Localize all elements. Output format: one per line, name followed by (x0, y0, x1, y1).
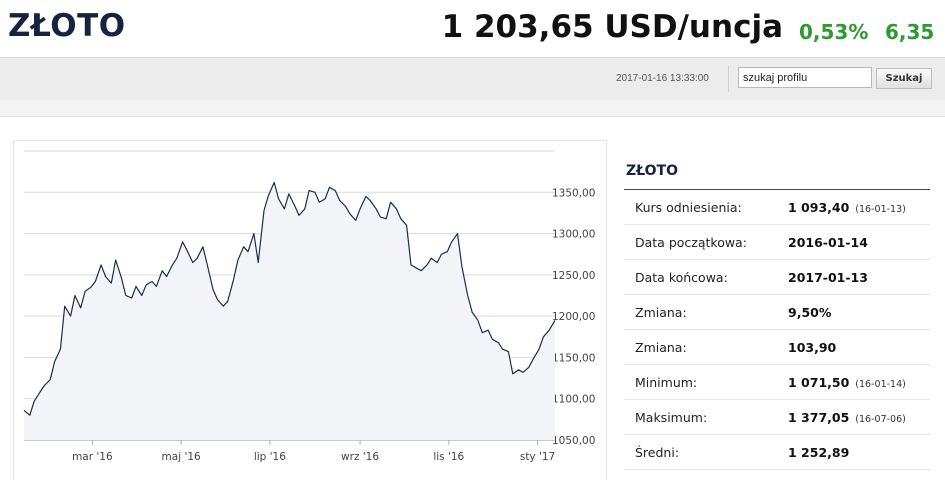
stats-value-date: (16-07-06) (855, 414, 906, 425)
stats-label: Data końcowa: (635, 270, 728, 285)
x-tick-label: wrz '16 (341, 451, 379, 463)
stats-label: Średni: (635, 445, 680, 460)
x-tick-label: mar '16 (72, 451, 113, 463)
section-gap (0, 100, 945, 116)
y-tick-label: 1250,00 (552, 270, 595, 282)
quote-timestamp: 2017-01-16 13:33:00 (616, 73, 709, 84)
x-tick-label: sty '17 (520, 451, 555, 463)
y-tick-label: 1200,00 (552, 311, 595, 323)
y-tick-label: 1350,00 (552, 187, 595, 199)
x-tick-label: maj '16 (162, 451, 201, 463)
stats-label: Maksimum: (635, 410, 708, 425)
stats-row: Minimum: 1 071,50 (16-01-14) (624, 365, 930, 400)
stats-value-date: (16-01-13) (855, 204, 906, 215)
stats-value: 1 252,89 (788, 445, 849, 460)
info-bar: 2017-01-16 13:33:00 Szukaj (0, 57, 945, 100)
stats-label: Minimum: (635, 375, 698, 390)
series-area (24, 182, 555, 440)
stats-table: Kurs odniesienia: 1 093,40 (16-01-13) Data … (624, 190, 930, 470)
search-button[interactable]: Szukaj (876, 68, 932, 89)
stats-value-number: 2017-01-13 (788, 270, 868, 285)
stats-value: 1 377,05 (16-07-06) (788, 410, 906, 425)
divider (728, 66, 729, 92)
stats-title-rule (624, 189, 930, 190)
stats-row: Zmiana: 9,50% (624, 295, 930, 330)
y-tick-label: 1300,00 (552, 229, 595, 241)
y-tick-label: 1050,00 (552, 435, 595, 447)
stats-value-number: 1 093,40 (788, 200, 850, 215)
x-tick-label: lis '16 (433, 451, 464, 463)
stats-value-date: (16-01-14) (855, 379, 906, 390)
y-tick-label: 1100,00 (552, 394, 595, 406)
stats-row: Data początkowa: 2016-01-14 (624, 225, 930, 260)
stats-value-number: 9,50% (788, 305, 832, 320)
stats-row: Kurs odniesienia: 1 093,40 (16-01-13) (624, 190, 930, 225)
stats-label: Kurs odniesienia: (635, 200, 742, 215)
stats-title: ZŁOTO (626, 163, 678, 179)
stats-value: 1 071,50 (16-01-14) (788, 375, 906, 390)
stats-label: Data początkowa: (635, 235, 747, 250)
stats-label: Zmiana: (635, 305, 687, 320)
top-header: ZŁOTO 1 203,65 USD/uncja 0,53% 6,35 (0, 0, 945, 56)
stats-value: 103,90 (788, 340, 836, 355)
stats-value-number: 103,90 (788, 340, 837, 355)
current-price: 1 203,65 USD/uncja (441, 9, 783, 45)
stats-row: Data końcowa: 2017-01-13 (624, 260, 930, 295)
stats-value: 2016-01-14 (788, 235, 868, 250)
stats-row: Zmiana: 103,90 (624, 330, 930, 365)
price-chart-svg: 1050,00 1100,00 1150,00 1200,00 1250,00 1300,… (23, 150, 595, 463)
stats-value-number: 1 377,05 (788, 410, 850, 425)
stats-value: 9,50% (788, 305, 831, 320)
price-change-absolute: 6,35 (885, 20, 935, 44)
stats-value-number: 1 071,50 (788, 375, 850, 390)
stats-value-number: 2016-01-14 (788, 235, 868, 250)
price-change-percent: 0,53% (799, 20, 869, 44)
stats-value-number: 1 252,89 (788, 445, 850, 460)
asset-title: ZŁOTO (8, 8, 126, 44)
stats-row: Maksimum: 1 377,05 (16-07-06) (624, 400, 930, 435)
price-chart: 1050,00 1100,00 1150,00 1200,00 1250,00 1300,… (13, 140, 607, 480)
x-tick-label: lip '16 (254, 451, 286, 463)
stats-value: 2017-01-13 (788, 270, 868, 285)
y-tick-label: 1150,00 (552, 352, 595, 364)
series-line (23, 181, 556, 416)
stats-row: Średni: 1 252,89 (624, 435, 930, 470)
search-profile-input[interactable] (738, 67, 872, 88)
stats-value: 1 093,40 (16-01-13) (788, 200, 906, 215)
stats-label: Zmiana: (635, 340, 687, 355)
